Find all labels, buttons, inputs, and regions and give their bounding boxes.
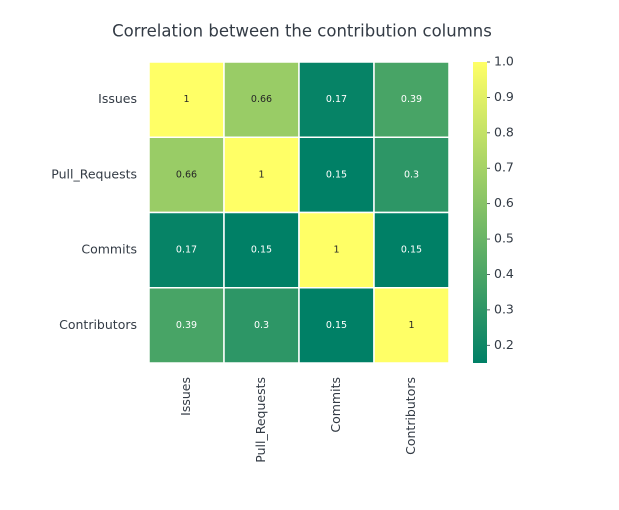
- heatmap-cell: [148, 287, 225, 364]
- colorbar-tick-label: 1.0: [494, 54, 514, 69]
- cell-label: 0.39: [401, 94, 422, 105]
- cell-label: 0.66: [251, 94, 272, 105]
- cell-label: 0.15: [326, 320, 347, 331]
- cell-label: 1: [333, 245, 339, 256]
- heatmap-cell: [373, 61, 450, 138]
- x-tick-label: Issues: [178, 377, 193, 416]
- x-tick-label: Pull_Requests: [253, 377, 268, 463]
- colorbar-tick-label: 0.8: [494, 124, 514, 139]
- colorbar-tick-label: 0.3: [494, 301, 514, 316]
- heatmap-cell: [148, 61, 225, 138]
- colorbar-tick-label: 0.2: [494, 337, 514, 352]
- cell-label: 0.15: [251, 245, 272, 256]
- cell-label: 0.17: [176, 245, 197, 256]
- heatmap-cell: [223, 287, 300, 364]
- x-tick-label: Contributors: [403, 377, 418, 455]
- heatmap-cell: [223, 211, 300, 289]
- x-tick-label: Commits: [328, 377, 343, 433]
- cell-label: 0.39: [176, 320, 197, 331]
- colorbar: [473, 62, 487, 363]
- cell-label: 1: [183, 94, 189, 105]
- cell-label: 1: [408, 320, 414, 331]
- chart-title: Correlation between the contribution col…: [112, 22, 492, 41]
- heatmap-cell: [223, 61, 300, 138]
- colorbar-tick-label: 0.7: [494, 160, 514, 175]
- cell-label: 0.3: [254, 320, 269, 331]
- heatmap-cell: [373, 287, 450, 364]
- y-tick-label: Pull_Requests: [51, 166, 137, 181]
- heatmap-cell: [223, 136, 300, 214]
- cell-label: 0.15: [401, 245, 422, 256]
- colorbar-tick-label: 0.5: [494, 231, 514, 246]
- y-tick-label: Commits: [81, 242, 137, 257]
- cell-label: 0.3: [404, 169, 419, 180]
- heatmap-cell: [373, 136, 450, 214]
- colorbar-tick-label: 0.6: [494, 195, 514, 210]
- heatmap-cell: [298, 61, 375, 138]
- y-tick-label: Issues: [98, 91, 137, 106]
- cell-label: 0.17: [326, 94, 347, 105]
- colorbar-tick-label: 0.4: [494, 266, 514, 281]
- heatmap-cell: [373, 211, 450, 289]
- cell-label: 0.15: [326, 169, 347, 180]
- colorbar-tick-label: 0.9: [494, 89, 514, 104]
- y-tick-label: Contributors: [59, 317, 137, 332]
- cell-label: 0.66: [176, 169, 197, 180]
- cell-label: 1: [258, 169, 264, 180]
